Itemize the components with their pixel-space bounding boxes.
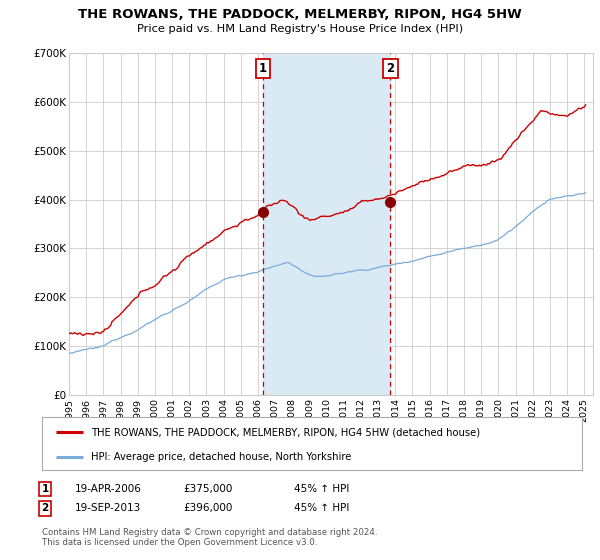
Bar — [263, 53, 391, 395]
Text: 2: 2 — [41, 503, 49, 514]
Text: 2: 2 — [386, 62, 394, 75]
Text: £375,000: £375,000 — [183, 484, 232, 494]
Text: 19-APR-2006: 19-APR-2006 — [75, 484, 142, 494]
Text: 19-SEP-2013: 19-SEP-2013 — [75, 503, 141, 514]
Text: £396,000: £396,000 — [183, 503, 232, 514]
Text: Contains HM Land Registry data © Crown copyright and database right 2024.
This d: Contains HM Land Registry data © Crown c… — [42, 528, 377, 547]
Text: THE ROWANS, THE PADDOCK, MELMERBY, RIPON, HG4 5HW (detached house): THE ROWANS, THE PADDOCK, MELMERBY, RIPON… — [91, 427, 480, 437]
Text: 1: 1 — [41, 484, 49, 494]
Text: THE ROWANS, THE PADDOCK, MELMERBY, RIPON, HG4 5HW: THE ROWANS, THE PADDOCK, MELMERBY, RIPON… — [78, 8, 522, 21]
Text: 1: 1 — [259, 62, 267, 75]
Text: Price paid vs. HM Land Registry's House Price Index (HPI): Price paid vs. HM Land Registry's House … — [137, 24, 463, 34]
Text: 45% ↑ HPI: 45% ↑ HPI — [294, 503, 349, 514]
Text: HPI: Average price, detached house, North Yorkshire: HPI: Average price, detached house, Nort… — [91, 452, 351, 462]
Text: 45% ↑ HPI: 45% ↑ HPI — [294, 484, 349, 494]
